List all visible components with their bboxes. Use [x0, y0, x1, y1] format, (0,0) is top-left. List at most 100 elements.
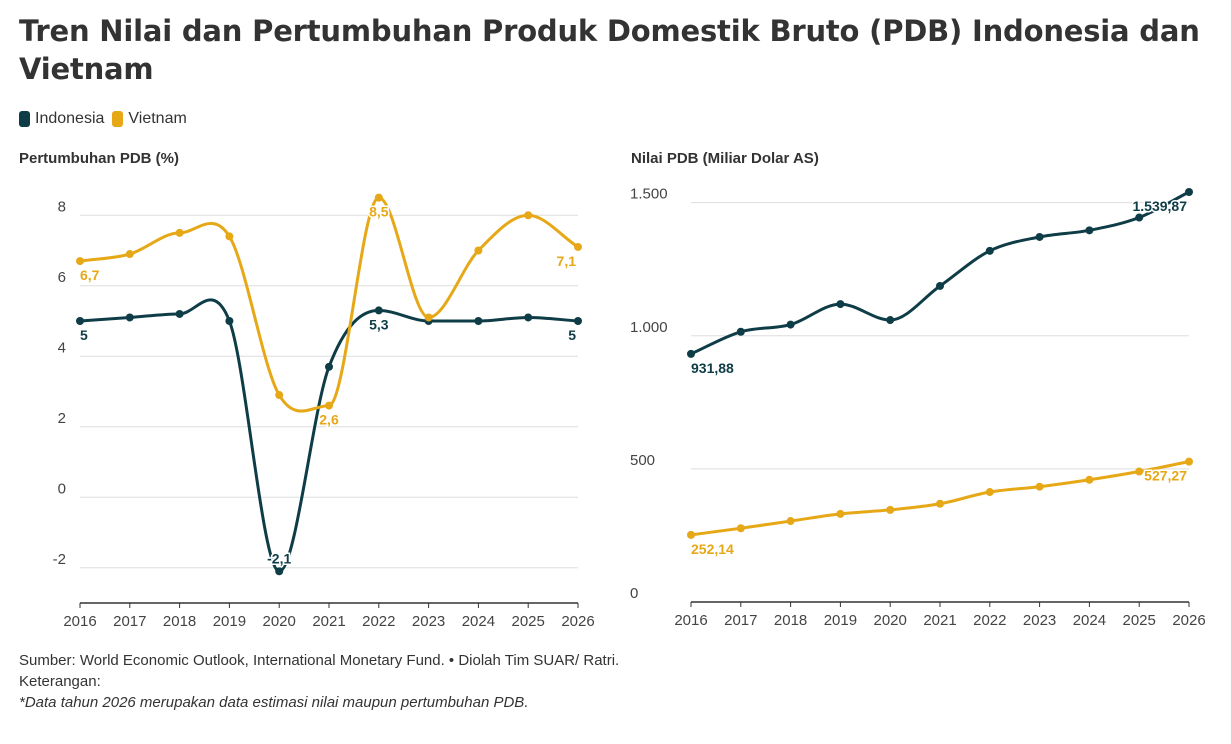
- y-tick-label: 1.000: [630, 319, 668, 336]
- x-tick-label: 2024: [462, 613, 495, 630]
- data-point-indonesia[interactable]: [574, 317, 582, 325]
- x-tick-label: 2017: [724, 612, 757, 629]
- data-point-indonesia[interactable]: [786, 320, 795, 329]
- data-point-indonesia[interactable]: [76, 317, 84, 325]
- y-tick-label: 8: [58, 198, 66, 215]
- data-point-vietnam[interactable]: [524, 211, 533, 220]
- data-label-vietnam: 6,7: [80, 267, 100, 283]
- data-point-vietnam[interactable]: [687, 530, 695, 539]
- data-point-indonesia[interactable]: [125, 313, 134, 322]
- x-tick-label: 2017: [113, 613, 146, 630]
- series-line-indonesia: [689, 190, 1191, 356]
- x-tick-label: 2018: [774, 612, 807, 629]
- data-point-vietnam[interactable]: [1185, 457, 1193, 466]
- data-point-vietnam[interactable]: [225, 232, 234, 241]
- data-point-indonesia[interactable]: [474, 317, 483, 325]
- data-point-indonesia[interactable]: [936, 281, 944, 290]
- growth-chart-title: Pertumbuhan PDB (%): [19, 150, 180, 167]
- data-point-vietnam[interactable]: [175, 228, 184, 237]
- series-line-vietnam: [78, 196, 580, 413]
- data-point-vietnam[interactable]: [275, 391, 284, 400]
- data-point-vietnam[interactable]: [474, 246, 483, 255]
- data-label-vietnam: 252,14: [691, 541, 734, 557]
- x-tick-label: 2020: [874, 612, 907, 629]
- x-tick-label: 2019: [213, 613, 246, 630]
- y-tick-label: 0: [58, 480, 66, 497]
- data-point-indonesia[interactable]: [175, 309, 184, 318]
- data-point-indonesia[interactable]: [687, 349, 695, 358]
- footer: Sumber: World Economic Outlook, Internat…: [19, 650, 619, 713]
- data-point-vietnam[interactable]: [374, 193, 383, 202]
- data-point-indonesia[interactable]: [275, 567, 284, 576]
- x-tick-label: 2022: [362, 613, 395, 630]
- data-point-vietnam[interactable]: [1035, 482, 1044, 491]
- data-label-indonesia: 931,88: [691, 360, 734, 376]
- legend-label-indonesia: Indonesia: [35, 110, 105, 127]
- series-line-indonesia: [78, 298, 580, 573]
- data-point-vietnam[interactable]: [985, 488, 994, 497]
- x-tick-label: 2018: [163, 613, 196, 630]
- chart-title: Tren Nilai dan Pertumbuhan Produk Domest…: [19, 14, 1200, 86]
- x-tick-label: 2026: [1172, 612, 1205, 629]
- legend-label-vietnam: Vietnam: [128, 110, 187, 127]
- data-point-indonesia[interactable]: [225, 317, 234, 325]
- x-tick-label: 2021: [312, 613, 345, 630]
- y-tick-label: -2: [53, 551, 66, 568]
- data-point-indonesia[interactable]: [886, 316, 895, 325]
- x-tick-label: 2020: [263, 613, 296, 630]
- data-point-indonesia[interactable]: [1135, 213, 1144, 222]
- value-chart: 0 500 1.000 1.500 2016 2017 2018 2019 2020 2021 20…: [630, 186, 1206, 629]
- data-point-indonesia[interactable]: [1185, 188, 1193, 197]
- data-point-vietnam[interactable]: [736, 524, 745, 533]
- x-tick-label: 2021: [923, 612, 956, 629]
- y-tick-label: 500: [630, 452, 655, 469]
- x-tick-label: 2026: [561, 613, 594, 630]
- data-label-vietnam: 2,6: [319, 412, 339, 428]
- x-tick-label: 2016: [63, 613, 96, 630]
- data-point-vietnam[interactable]: [836, 509, 845, 518]
- data-point-indonesia[interactable]: [374, 306, 383, 315]
- y-tick-label: 6: [58, 269, 66, 286]
- y-tick-label: 1.500: [630, 186, 668, 203]
- series-line-vietnam: [689, 460, 1191, 537]
- keterangan-label: Keterangan:: [19, 673, 101, 690]
- data-label-indonesia: 5: [568, 327, 576, 343]
- data-point-vietnam[interactable]: [76, 257, 84, 266]
- x-tick-label: 2016: [674, 612, 707, 629]
- x-tick-label: 2023: [1023, 612, 1056, 629]
- data-point-indonesia[interactable]: [1035, 232, 1044, 241]
- estimate-note: *Data tahun 2026 merupakan data estimasi…: [19, 694, 529, 711]
- data-point-vietnam[interactable]: [325, 401, 333, 410]
- data-point-indonesia[interactable]: [325, 362, 333, 371]
- data-point-vietnam[interactable]: [1135, 467, 1144, 476]
- data-point-indonesia[interactable]: [985, 246, 994, 255]
- data-point-indonesia[interactable]: [836, 300, 845, 309]
- y-tick-label: 0: [630, 585, 638, 602]
- legend: Indonesia Vietnam: [19, 110, 195, 128]
- data-label-indonesia: 5,3: [369, 316, 389, 332]
- legend-item-vietnam[interactable]: Vietnam: [112, 110, 187, 128]
- data-label-vietnam: 8,5: [369, 204, 389, 220]
- x-tick-label: 2024: [1073, 612, 1106, 629]
- data-point-vietnam[interactable]: [936, 499, 944, 508]
- x-tick-label: 2022: [973, 612, 1006, 629]
- y-tick-label: 4: [58, 339, 66, 356]
- data-point-vietnam[interactable]: [786, 517, 795, 526]
- data-point-indonesia[interactable]: [1085, 226, 1094, 235]
- data-label-indonesia: -2,1: [267, 550, 291, 566]
- legend-item-indonesia[interactable]: Indonesia: [19, 110, 104, 128]
- growth-chart: -2 0 2 4 6 8 2016 2017 2018 2019 2020 2021 2022 2023 2…: [53, 193, 595, 630]
- data-point-indonesia[interactable]: [736, 327, 745, 336]
- legend-swatch-indonesia: [19, 111, 30, 127]
- data-label-indonesia: 1.539,87: [1133, 198, 1188, 214]
- y-tick-label: 2: [58, 410, 66, 427]
- data-point-vietnam[interactable]: [1085, 475, 1094, 484]
- data-point-vietnam[interactable]: [125, 250, 134, 259]
- data-point-vietnam[interactable]: [886, 505, 895, 514]
- x-tick-label: 2023: [412, 613, 445, 630]
- legend-swatch-vietnam: [112, 111, 124, 127]
- data-label-vietnam: 527,27: [1144, 468, 1187, 484]
- data-point-vietnam[interactable]: [424, 313, 433, 322]
- data-point-indonesia[interactable]: [524, 313, 533, 322]
- data-point-vietnam[interactable]: [574, 242, 582, 251]
